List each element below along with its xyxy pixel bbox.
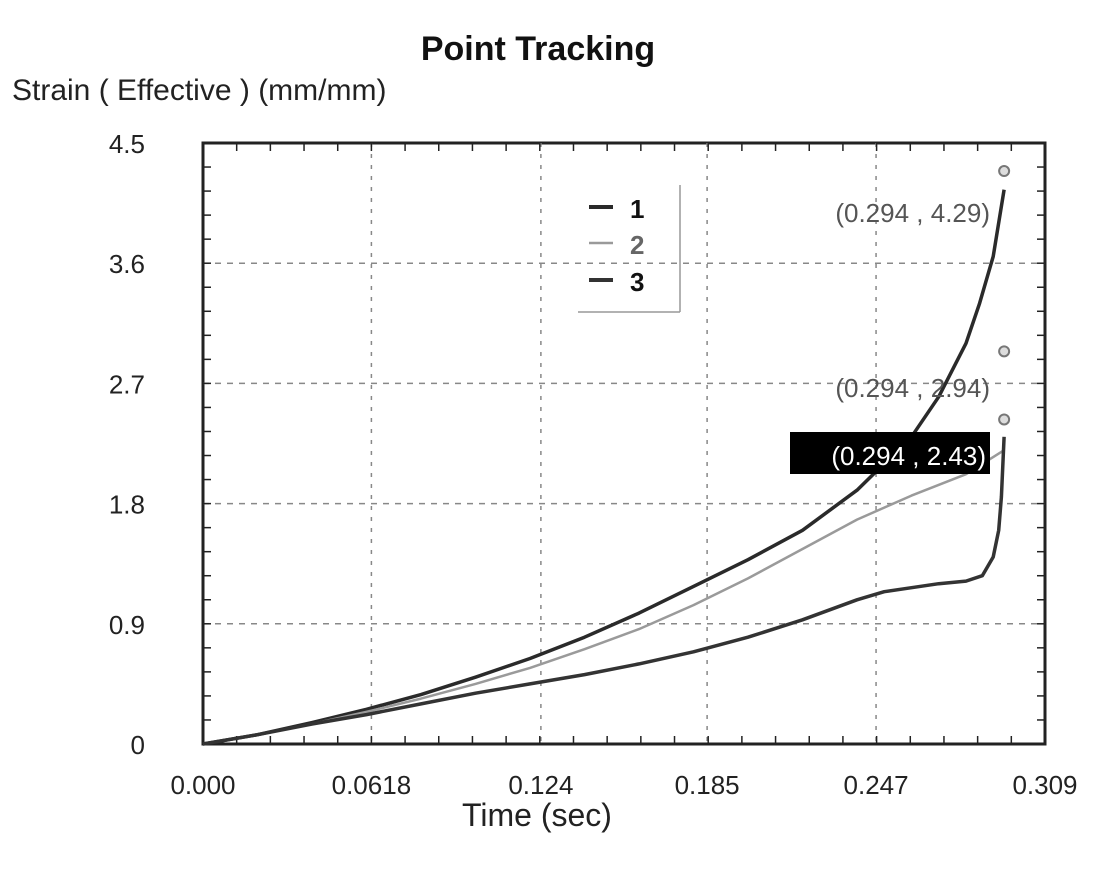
y-tick-label: 1.8 xyxy=(109,490,145,520)
plot-area: 0.000 0.0618 0.124 0.185 0.247 0.309 0 0.9 1.8 2.… xyxy=(109,129,1078,800)
x-tick-label: 0.124 xyxy=(508,770,573,800)
x-tick-label: 0.000 xyxy=(170,770,235,800)
series-1-marker xyxy=(998,165,1011,178)
annotation-label: (0.294 , 2.43) xyxy=(831,441,986,471)
annotation-highlight-box xyxy=(790,432,990,474)
x-tick-label: 0.185 xyxy=(675,770,740,800)
x-axis-label: Time (sec) xyxy=(462,797,612,833)
chart-title: Point Tracking xyxy=(421,30,655,68)
series-2-marker xyxy=(998,345,1011,358)
y-tick-label: 2.7 xyxy=(109,369,145,399)
x-tick-label: 0.0618 xyxy=(332,770,412,800)
x-tick-label: 0.309 xyxy=(1012,770,1077,800)
y-tick-label: 0.9 xyxy=(109,610,145,640)
legend: 1 2 3 xyxy=(578,185,681,313)
y-tick-label: 0 xyxy=(131,730,145,760)
x-tick-label: 0.247 xyxy=(844,770,909,800)
series-3-line xyxy=(202,436,1006,746)
series-3-marker xyxy=(998,413,1011,426)
legend-label-1: 1 xyxy=(630,194,644,224)
series-1-line xyxy=(202,189,1006,746)
y-tick-label: 4.5 xyxy=(109,129,145,159)
legend-label-3: 3 xyxy=(630,267,644,297)
y-axis-label: Strain ( Effective ) (mm/mm) xyxy=(12,74,386,107)
annotation-label: (0.294 , 2.94) xyxy=(835,373,990,403)
y-tick-label: 3.6 xyxy=(109,249,145,279)
annotation-label: (0.294 , 4.29) xyxy=(835,198,990,228)
legend-label-2: 2 xyxy=(630,230,644,260)
